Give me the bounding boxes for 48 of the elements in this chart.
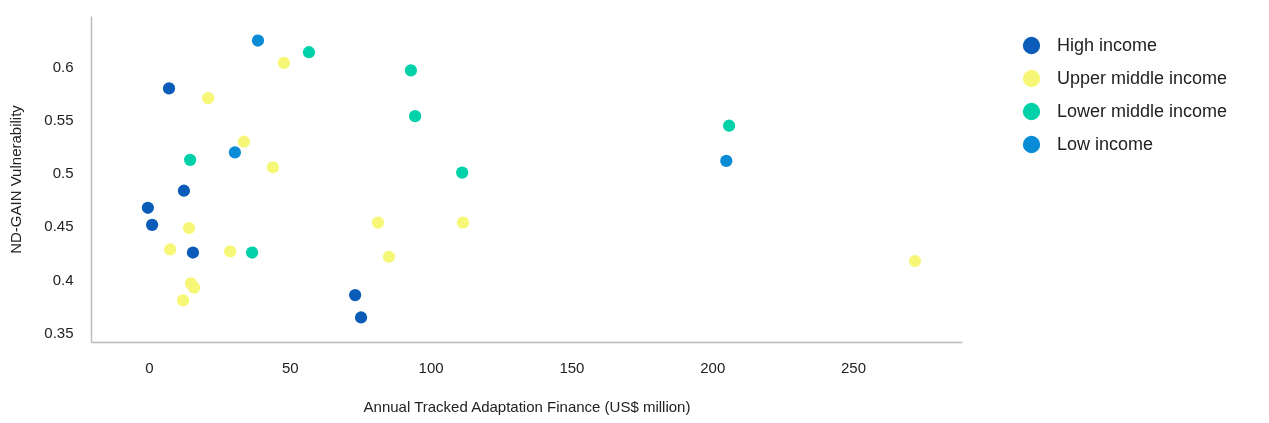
point [164,243,177,256]
point [354,311,368,324]
point [722,119,736,132]
point [251,34,265,47]
point [245,246,259,259]
point [223,245,237,258]
point [404,64,418,77]
point [266,161,280,174]
y-tick-label: 0.6 [52,57,74,75]
y-tick-label: 0.4 [52,270,74,288]
point [720,154,733,167]
point [302,46,316,59]
point [237,135,251,148]
legend-label: Upper middle income [1057,67,1228,88]
legend-label: Lower middle income [1057,100,1228,121]
x-tick-label: 0 [145,358,154,376]
point [184,153,197,166]
point [186,246,200,259]
point [182,221,196,235]
y-tick-label: 0.45 [44,217,74,235]
x-tick-label: 150 [559,358,585,376]
x-tick-label: 200 [700,358,726,376]
y-tick-label: 0.55 [44,110,74,128]
point [382,250,396,263]
point [371,216,385,229]
point [162,82,176,95]
legend-label: High income [1057,34,1158,55]
y-axis-title: ND-GAIN Vulnerability [7,104,25,254]
point [349,289,362,302]
point [177,184,191,197]
point [176,294,190,307]
point [908,254,922,268]
y-tick-label: 0.5 [52,164,74,182]
point [277,56,291,69]
point [228,146,242,159]
x-tick-label: 100 [418,358,444,376]
point [456,216,470,229]
point [145,218,159,231]
y-tick-label: 0.35 [44,323,74,341]
legend-label: Low income [1057,133,1154,154]
point [202,91,215,105]
point [141,201,155,214]
x-axis-title: Annual Tracked Adaptation Finance (US$ million) [363,397,691,415]
point [187,281,201,294]
x-tick-label: 50 [281,358,299,376]
point [409,110,422,123]
point [456,166,469,179]
x-tick-label: 250 [841,358,867,376]
